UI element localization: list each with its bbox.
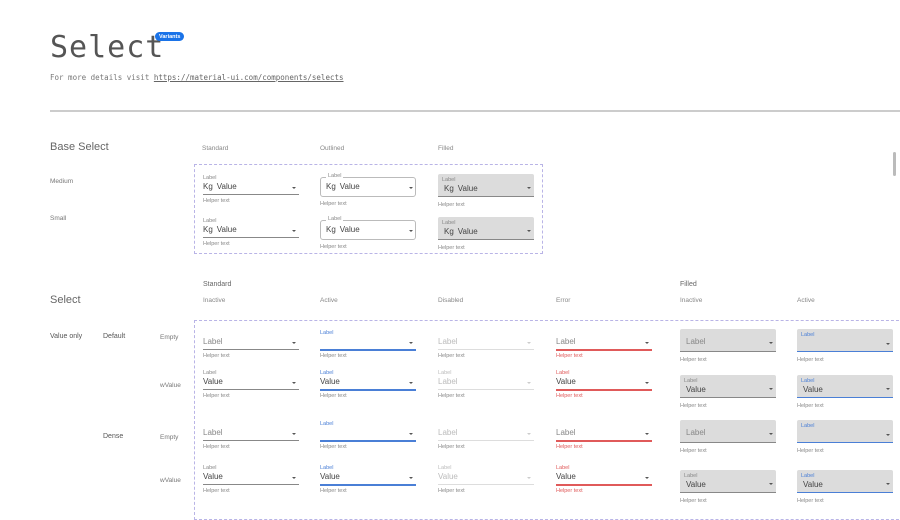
row-label-small: Small bbox=[50, 215, 67, 222]
column-header-active: Active bbox=[320, 297, 338, 304]
row-label-default: Default bbox=[103, 333, 126, 340]
section-title-select: Select bbox=[50, 294, 81, 306]
column-header-filled: Filled bbox=[438, 145, 454, 152]
row-label-dense: Dense bbox=[103, 433, 124, 440]
divider bbox=[50, 110, 900, 112]
column-header-filled-active: Active bbox=[797, 297, 815, 304]
row-label-medium: Medium bbox=[50, 178, 74, 185]
row-label-dense-empty: Empty bbox=[160, 434, 179, 441]
row-label-wvalue: wValue bbox=[160, 382, 181, 389]
base-select-frame bbox=[194, 164, 543, 254]
row-label-dense-wvalue: wValue bbox=[160, 477, 181, 484]
row-label-value-only: Value only bbox=[50, 333, 83, 340]
select-frame bbox=[194, 320, 900, 520]
column-header-standard: Standard bbox=[202, 145, 229, 152]
scrollbar[interactable] bbox=[893, 152, 896, 176]
docs-link[interactable]: https://material-ui.com/components/selec… bbox=[153, 73, 344, 82]
section-title-base-select: Base Select bbox=[50, 141, 109, 153]
column-header-error: Error bbox=[556, 297, 571, 304]
group-header-standard: Standard bbox=[203, 281, 232, 288]
column-header-disabled: Disabled bbox=[438, 297, 464, 304]
variants-badge: Variants bbox=[155, 32, 185, 41]
row-label-empty: Empty bbox=[160, 334, 179, 341]
group-header-filled: Filled bbox=[680, 281, 697, 288]
page-title: Select bbox=[50, 30, 165, 65]
subtitle-text: For more details visit bbox=[50, 73, 150, 82]
page-subtitle: For more details visit https://material-… bbox=[50, 73, 344, 82]
column-header-outlined: Outlined bbox=[320, 145, 345, 152]
column-header-filled-inactive: Inactive bbox=[680, 297, 703, 304]
column-header-inactive: Inactive bbox=[203, 297, 226, 304]
